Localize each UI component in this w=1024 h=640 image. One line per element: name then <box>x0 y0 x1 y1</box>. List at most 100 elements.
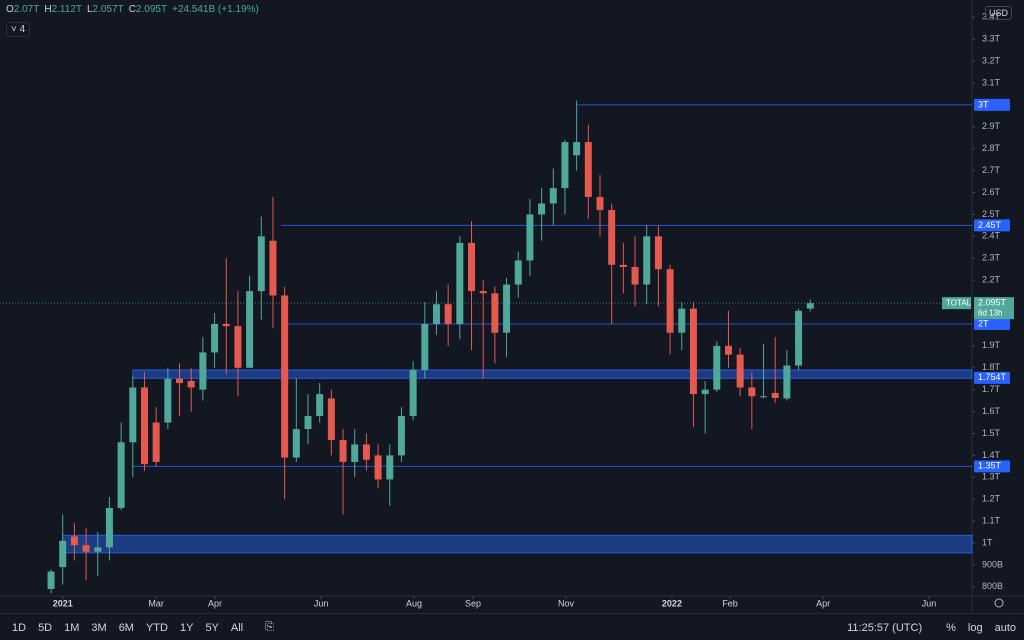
candle-body <box>386 455 394 480</box>
symbol-box <box>942 297 971 310</box>
plot-bg <box>0 0 972 596</box>
range-button[interactable]: 1M <box>64 621 80 634</box>
level-label-box <box>974 317 1010 330</box>
candle-body <box>456 242 464 324</box>
range-button[interactable]: 1D <box>12 621 27 634</box>
key: C <box>128 4 136 15</box>
price-box <box>974 297 1014 320</box>
candle-body <box>187 380 195 388</box>
log-button[interactable]: log <box>967 621 983 634</box>
candle-body <box>468 242 476 292</box>
auto-button[interactable]: auto <box>994 621 1016 634</box>
candle-body <box>760 396 768 398</box>
candle-body <box>678 308 686 333</box>
candle-body <box>806 303 814 309</box>
zone <box>132 369 973 379</box>
candle-body <box>59 540 67 568</box>
range-button[interactable]: All <box>230 621 244 634</box>
candle-body <box>339 440 347 462</box>
candle-body <box>304 415 312 430</box>
candle-body <box>432 304 440 324</box>
x-tick-label: Aug <box>406 598 422 608</box>
y-tick-label: 1.1T <box>982 515 1001 525</box>
chart: 800B 900B 1T 1.1T 1.2T 1.3T 1.4T 1.5T 1.6T 1.7T 1.… <box>0 0 1024 612</box>
candle-body <box>176 378 184 384</box>
zone <box>62 534 973 554</box>
candle-body <box>362 444 370 460</box>
candle-body <box>701 389 709 395</box>
value: 2.057T <box>92 4 124 15</box>
change: +24.541B (+1.19%) <box>172 4 259 15</box>
candle-body <box>584 142 592 197</box>
y-tick-label: 2.3T <box>982 253 1001 263</box>
candle-body <box>503 284 511 333</box>
value: 2.112T <box>51 4 82 15</box>
y-tick-label: 1.7T <box>982 384 1001 394</box>
candle-body <box>47 571 55 589</box>
candle-body <box>561 142 569 189</box>
zone-label: 1.754T <box>978 372 1007 382</box>
candle-body <box>211 323 219 353</box>
candle-body <box>281 295 289 458</box>
y-tick-label: 2.9T <box>982 121 1001 131</box>
candle-body <box>222 323 230 327</box>
range-button[interactable]: 6M <box>118 621 134 634</box>
candle-body <box>397 415 405 456</box>
x-tick-label: 2022 <box>662 598 682 608</box>
y-tick-label: 1.9T <box>982 340 1001 350</box>
range-button[interactable]: 5D <box>38 621 53 634</box>
ohlc-item: L2.057T <box>87 4 124 15</box>
candle-body <box>479 291 487 294</box>
level-label-box <box>974 460 1010 473</box>
candle-body <box>631 267 639 285</box>
zone-label-box <box>974 371 1010 384</box>
range-button[interactable]: 5Y <box>205 621 219 634</box>
y-tick-label: 2.4T <box>982 231 1001 241</box>
date-range-icon[interactable]: ⎘ <box>265 621 274 633</box>
level-label: 3T <box>978 99 989 109</box>
x-tick-label: Feb <box>722 598 738 608</box>
candle-body <box>82 545 90 552</box>
key: O <box>6 4 14 15</box>
ohlc-header: O2.07T H2.112T L2.057T C2.095T +24.541B … <box>6 4 259 15</box>
price-label: 2.095T <box>978 298 1007 308</box>
y-tick-label: 2.2T <box>982 275 1001 285</box>
y-tick-label: 1.8T <box>982 362 1001 372</box>
y-tick-label: 1.5T <box>982 428 1001 438</box>
candle-body <box>257 236 265 292</box>
candle-body <box>70 536 78 546</box>
y-tick-label: 800B <box>982 581 1003 591</box>
currency-button[interactable]: USD <box>985 6 1013 20</box>
candle-body <box>199 352 207 390</box>
x-tick-label: Apr <box>816 598 830 608</box>
x-tick-label: Nov <box>558 598 575 608</box>
candle-body <box>246 291 254 368</box>
indicator-toggle[interactable]: ˅ 4 <box>6 22 31 37</box>
candle-body <box>666 269 674 333</box>
value: 2.095T <box>135 4 168 15</box>
clock[interactable]: 11:25:57 (UTC) <box>847 621 923 634</box>
candle-body <box>269 240 277 296</box>
ohlc-item: C2.095T <box>129 4 167 15</box>
candle-body <box>748 387 756 397</box>
y-tick-label: 1T <box>982 537 993 547</box>
range-button[interactable]: 3M <box>91 621 107 634</box>
candle-body <box>234 326 242 368</box>
range-button[interactable]: YTD <box>145 621 168 634</box>
candle-body <box>538 203 546 215</box>
candle-body <box>421 323 429 370</box>
candle-body <box>409 369 417 416</box>
candle-body <box>444 304 452 324</box>
range-button[interactable]: 1Y <box>179 621 194 634</box>
candle-body <box>140 387 148 465</box>
y-tick-label: 2.5T <box>982 209 1001 219</box>
settings-icon <box>994 598 1004 608</box>
y-tick-label: 1.3T <box>982 472 1001 482</box>
y-tick-label: 3.4T <box>982 12 1001 22</box>
y-tick-label: 2.7T <box>982 165 1001 175</box>
y-tick-label: 1.4T <box>982 450 1001 460</box>
percent-button[interactable]: % <box>946 621 956 634</box>
candle-body <box>351 444 359 462</box>
candle-body <box>736 354 744 388</box>
